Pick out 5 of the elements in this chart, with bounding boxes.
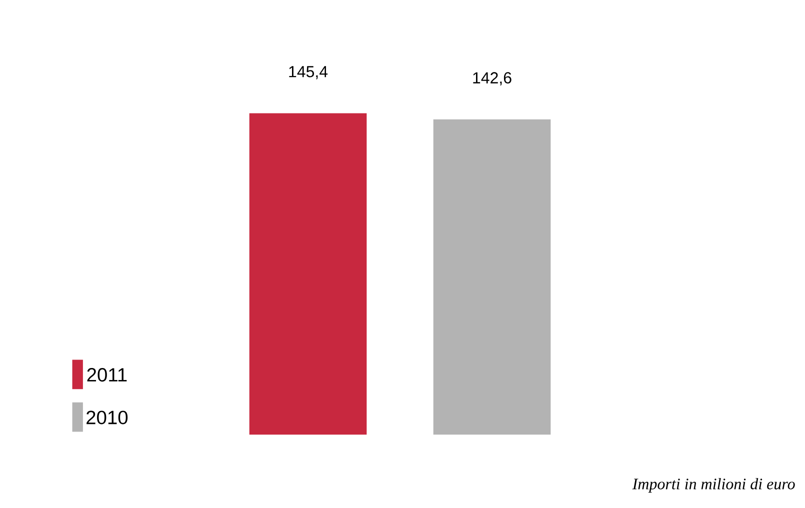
data-label: 145,4 (289, 66, 328, 80)
legend-label: 2011 (87, 368, 127, 382)
legend-label: 2010 (86, 410, 128, 424)
data-label: 142,6 (473, 72, 512, 86)
text: Importi in milioni di euro (632, 478, 795, 493)
